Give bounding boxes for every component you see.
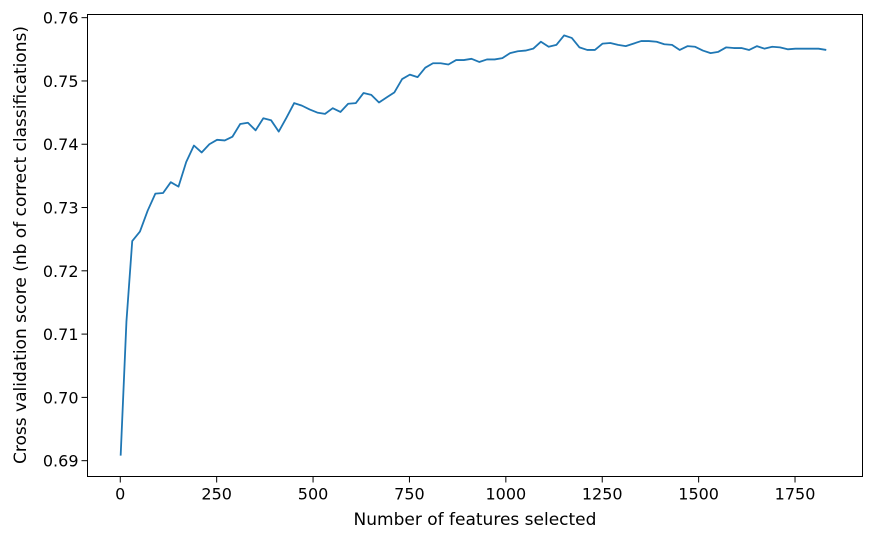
x-tick-label: 250 (201, 485, 232, 504)
y-tick-label: 0.70 (43, 388, 79, 407)
y-tick-label: 0.73 (43, 199, 79, 218)
x-tick-label: 1250 (582, 485, 623, 504)
y-axis-label: Cross validation score (nb of correct cl… (11, 26, 31, 464)
x-tick-label: 500 (298, 485, 329, 504)
y-tick-label: 0.74 (43, 135, 79, 154)
y-tick-label: 0.69 (43, 452, 79, 471)
x-tick-label: 0 (115, 485, 125, 504)
x-axis: 0 250 500 750 1000 1250 1500 1750 (115, 476, 816, 504)
series-layer (119, 34, 827, 456)
y-tick-label: 0.71 (43, 325, 79, 344)
x-tick-label: 750 (394, 485, 425, 504)
y-axis: 0.69 0.70 0.71 0.72 0.73 0.74 0.75 0.76 (43, 9, 88, 471)
y-tick-label: 0.72 (43, 262, 79, 281)
x-tick-label: 1000 (485, 485, 526, 504)
plot-area (87, 14, 863, 477)
series-line (119, 34, 827, 456)
x-tick-label: 1750 (775, 485, 816, 504)
x-axis-label: Number of features selected (354, 510, 597, 530)
y-tick-label: 0.75 (43, 72, 79, 91)
y-tick-label: 0.76 (43, 9, 79, 28)
x-tick-label: 1500 (678, 485, 719, 504)
